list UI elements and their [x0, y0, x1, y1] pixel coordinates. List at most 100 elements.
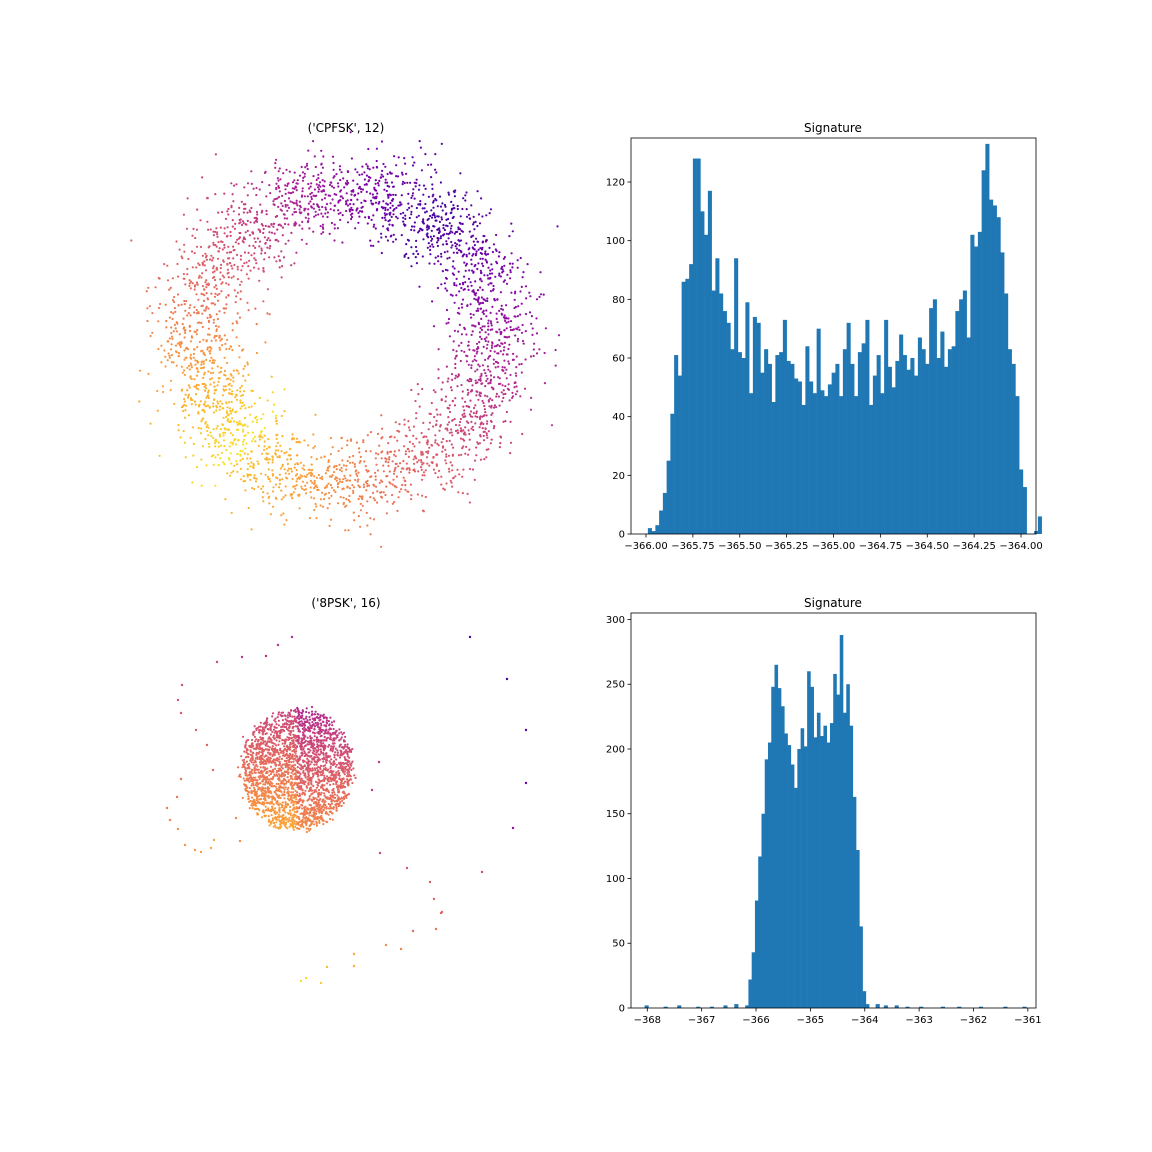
- scatter-point: [323, 185, 326, 188]
- scatter-point: [233, 263, 236, 267]
- scatter-point: [232, 200, 235, 203]
- histogram-bar: [809, 381, 814, 534]
- histogram-bar: [745, 302, 750, 534]
- scatter-point: [296, 179, 299, 182]
- scatter-point: [321, 787, 325, 790]
- scatter-point: [462, 468, 465, 471]
- histogram-bar: [940, 331, 945, 534]
- scatter-point: [255, 186, 258, 190]
- scatter-point: [223, 439, 226, 442]
- scatter-point: [213, 295, 217, 298]
- scatter-point: [295, 802, 298, 805]
- scatter-point: [531, 333, 534, 336]
- scatter-point: [428, 421, 431, 424]
- scatter-point: [233, 438, 236, 441]
- scatter-point: [246, 475, 249, 478]
- scatter-point: [277, 803, 280, 806]
- scatter-point: [424, 495, 427, 499]
- scatter-point: [511, 328, 514, 332]
- scatter-point: [248, 807, 251, 810]
- scatter-point: [223, 427, 226, 430]
- scatter-point: [189, 304, 192, 307]
- scatter-point: [414, 185, 417, 188]
- scatter-point: [413, 221, 416, 224]
- scatter-point: [481, 382, 484, 385]
- scatter-point: [278, 167, 281, 170]
- scatter-point: [449, 461, 452, 464]
- scatter-point: [193, 284, 197, 287]
- scatter-point: [247, 251, 250, 254]
- scatter-point: [445, 440, 448, 443]
- scatter-point: [471, 269, 474, 272]
- scatter-point: [286, 714, 289, 717]
- scatter-point: [432, 325, 436, 328]
- scatter-point: [391, 483, 394, 486]
- scatter-point: [466, 379, 469, 382]
- scatter-point: [346, 221, 350, 224]
- scatter-point: [216, 365, 219, 368]
- scatter-point: [242, 374, 245, 378]
- scatter-point: [293, 211, 296, 214]
- scatter-point: [316, 743, 319, 746]
- scatter-point: [486, 377, 489, 380]
- scatter-point: [451, 265, 454, 268]
- scatter-point: [412, 425, 415, 428]
- histogram-bar: [794, 378, 799, 534]
- scatter-point: [249, 210, 252, 214]
- scatter-point: [410, 388, 413, 392]
- scatter-point: [388, 223, 391, 226]
- scatter-point: [429, 235, 432, 238]
- scatter-point: [437, 260, 440, 263]
- scatter-point: [388, 185, 391, 188]
- scatter-point: [487, 325, 490, 328]
- scatter-point: [306, 167, 309, 171]
- scatter-point: [184, 309, 187, 312]
- scatter-point: [312, 739, 316, 742]
- scatter-point: [292, 202, 296, 205]
- scatter-point: [255, 219, 258, 222]
- scatter-point: [312, 475, 316, 478]
- scatter-point: [229, 412, 233, 415]
- scatter-point: [410, 210, 413, 213]
- scatter-point: [262, 485, 265, 488]
- histogram-bar: [756, 322, 761, 534]
- scatter-point: [440, 252, 443, 255]
- scatter-point: [357, 515, 360, 518]
- scatter-point: [158, 277, 161, 280]
- scatter-point: [464, 269, 467, 272]
- scatter-point: [223, 246, 226, 249]
- scatter-point: [342, 731, 346, 734]
- scatter-point: [480, 372, 483, 375]
- scatter-point: [292, 491, 295, 494]
- scatter-point: [262, 730, 265, 733]
- scatter-point: [351, 461, 354, 464]
- scatter-point: [345, 464, 348, 467]
- scatter-point: [214, 230, 217, 233]
- histogram-bar: [951, 346, 956, 534]
- scatter-point: [401, 180, 405, 183]
- scatter-point: [427, 195, 430, 198]
- scatter-point: [313, 756, 316, 759]
- scatter-point: [380, 457, 383, 460]
- scatter-point: [307, 212, 310, 215]
- scatter-point: [189, 329, 192, 333]
- scatter-point: [177, 423, 180, 427]
- scatter-point: [397, 496, 400, 499]
- scatter-point: [409, 483, 412, 486]
- scatter-point: [286, 184, 289, 187]
- scatter-point: [486, 253, 490, 256]
- scatter-point: [389, 450, 393, 453]
- scatter-point: [455, 277, 458, 280]
- scatter-point: [297, 795, 300, 798]
- scatter-point: [255, 323, 258, 326]
- scatter-point: [418, 285, 421, 288]
- scatter-point: [275, 434, 278, 437]
- scatter-point: [340, 466, 343, 470]
- scatter-point: [468, 377, 471, 380]
- scatter-point: [264, 805, 267, 808]
- scatter-point: [249, 473, 252, 477]
- scatter-point: [274, 720, 277, 723]
- scatter-point: [277, 711, 280, 714]
- scatter-point: [229, 378, 232, 381]
- scatter-point: [301, 187, 304, 190]
